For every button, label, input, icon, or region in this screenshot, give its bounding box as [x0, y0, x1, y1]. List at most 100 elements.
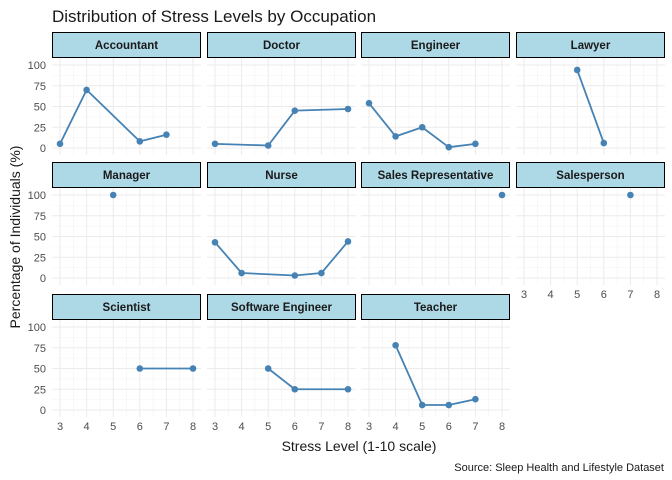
x-tick-label: 7 [318, 421, 324, 433]
data-point-salesperson [627, 191, 634, 199]
panel-salesperson: Salesperson 3 4 5 6 7 8 [516, 162, 665, 301]
x-tick-label: 5 [265, 421, 271, 433]
data-point-lawyer [600, 139, 608, 147]
facet-label-sales-representative: Sales Representative [378, 170, 494, 182]
y-tick-label: 0 [40, 273, 46, 285]
facet-label-software-engineer: Software Engineer [231, 302, 332, 314]
data-point-nurse [344, 238, 352, 245]
data-point-nurse [291, 272, 299, 279]
facet-strip-doctor [207, 32, 356, 58]
y-axis-title: Percentage of Individuals (%) [7, 146, 23, 329]
data-point-lawyer [573, 66, 581, 74]
y-tick-label: 50 [34, 364, 46, 376]
x-axis-title: Stress Level (1-10 scale) [282, 438, 437, 454]
facet-strip-scientist [52, 294, 201, 320]
x-tick-label: 4 [393, 421, 399, 433]
data-point-accountant [83, 86, 90, 94]
data-point-engineer [472, 140, 479, 148]
data-point-doctor [264, 142, 272, 149]
facet-label-teacher: Teacher [414, 302, 458, 314]
data-point-software-engineer [344, 385, 352, 393]
facet-strip-lawyer [516, 32, 665, 58]
data-point-doctor [291, 107, 299, 114]
x-tick-label: 5 [419, 421, 425, 433]
data-point-teacher [418, 401, 426, 409]
panel-engineer: Engineer [361, 32, 510, 155]
x-tick-label: 8 [654, 289, 660, 301]
x-tick-label: 8 [345, 421, 351, 433]
panel-sales-representative: Sales Representative [361, 162, 510, 285]
facet-strip-software-engineer [207, 294, 356, 320]
y-tick-label: 25 [34, 252, 46, 264]
facet-strip-engineer [361, 32, 510, 58]
x-tick-label: 3 [57, 421, 63, 433]
panel-accountant: Accountant 0 25 50 75 100 [28, 32, 201, 155]
y-tick-label: 0 [40, 405, 46, 417]
x-tick-label: 3 [212, 421, 218, 433]
y-tick-label: 75 [34, 343, 46, 355]
facet-label-doctor: Doctor [263, 40, 301, 52]
data-point-engineer [392, 133, 399, 140]
data-point-nurse [318, 269, 325, 277]
facet-strip-sales-representative [361, 162, 510, 188]
x-tick-label: 8 [190, 421, 196, 433]
data-point-software-engineer [264, 365, 272, 372]
data-point-engineer [365, 99, 373, 107]
data-point-engineer [445, 143, 453, 151]
x-tick-label: 6 [601, 289, 607, 301]
panel-nurse: Nurse [207, 162, 356, 285]
y-tick-label: 100 [28, 322, 46, 334]
y-tick-label: 50 [34, 102, 46, 114]
panel-teacher: Teacher 3 4 5 6 7 8 [361, 294, 510, 433]
data-point-doctor [344, 105, 352, 113]
data-point-accountant [163, 131, 170, 139]
facet-strip-manager [52, 162, 201, 188]
x-tick-label: 3 [521, 289, 527, 301]
data-point-teacher [392, 341, 399, 349]
series-line-teacher [394, 344, 476, 406]
y-tick-label: 75 [34, 81, 46, 93]
panel-manager: Manager 0 25 50 75 100 [28, 162, 201, 285]
series-line-lawyer [576, 69, 605, 144]
x-tick-label: 7 [163, 421, 169, 433]
x-tick-label: 6 [292, 421, 298, 433]
y-tick-label: 75 [34, 211, 46, 223]
y-tick-label: 100 [28, 60, 46, 72]
data-point-doctor [211, 140, 219, 148]
facet-strip-salesperson [516, 162, 665, 188]
facet-label-scientist: Scientist [103, 302, 151, 314]
chart-caption: Source: Sleep Health and Lifestyle Datas… [454, 462, 664, 474]
data-point-accountant [56, 140, 64, 148]
chart-title: Distribution of Stress Levels by Occupat… [52, 7, 376, 26]
data-point-engineer [418, 123, 426, 131]
data-point-nurse [211, 239, 219, 246]
x-tick-label: 6 [446, 421, 452, 433]
facet-label-salesperson: Salesperson [556, 170, 624, 182]
facet-strip-nurse [207, 162, 356, 188]
series-line-doctor [214, 108, 349, 147]
data-point-nurse [238, 269, 245, 277]
x-tick-label: 7 [472, 421, 478, 433]
data-point-software-engineer [291, 385, 299, 393]
facet-strip-accountant [52, 32, 201, 58]
x-tick-label: 4 [84, 421, 90, 433]
y-tick-label: 25 [34, 384, 46, 396]
facet-label-lawyer: Lawyer [571, 40, 611, 52]
x-tick-label: 4 [548, 289, 554, 301]
series-line-accountant [59, 89, 167, 145]
facet-label-engineer: Engineer [411, 40, 461, 52]
x-tick-label: 3 [366, 421, 372, 433]
data-point-teacher [472, 395, 479, 403]
y-tick-label: 100 [28, 190, 46, 202]
data-point-accountant [136, 138, 144, 145]
panel-doctor: Doctor [207, 32, 356, 155]
data-point-scientist [189, 365, 197, 372]
panel-lawyer: Lawyer [516, 32, 665, 155]
facet-label-nurse: Nurse [265, 170, 298, 182]
panel-scientist: Scientist 0 25 50 75 100 3 4 5 6 7 8 [28, 294, 201, 433]
x-tick-label: 6 [137, 421, 143, 433]
x-tick-label: 8 [499, 421, 505, 433]
x-tick-label: 5 [110, 421, 116, 433]
